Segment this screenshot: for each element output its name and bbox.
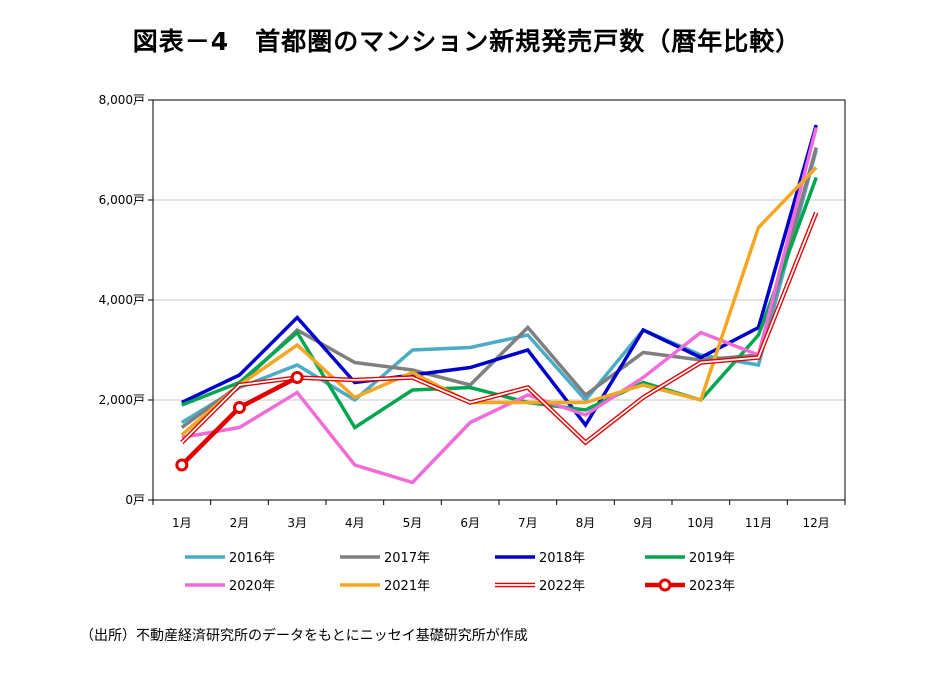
y-tick-label: 4,000戸 xyxy=(99,293,145,307)
source-note: （出所）不動産経済研究所のデータをもとにニッセイ基礎研究所が作成 xyxy=(80,628,528,644)
legend-layer: 2016年 2017年 2018年 2019年 2020年 2021年 2022年 2023年 xyxy=(185,551,735,594)
chart-title: 図表－4 首都圏のマンション新規発売戸数（暦年比較） xyxy=(132,27,802,56)
legend-item-2022年: 2022年 xyxy=(495,579,585,594)
x-tick-label: 5月 xyxy=(403,516,423,530)
legend-label: 2017年 xyxy=(384,551,430,566)
legend-label: 2021年 xyxy=(384,579,430,594)
x-tick-label: 2月 xyxy=(230,516,250,530)
data-point xyxy=(175,458,189,472)
legend-item-2020年: 2020年 xyxy=(185,579,275,594)
series-line-2020年 xyxy=(181,127,818,485)
series-layer xyxy=(175,124,819,485)
x-tick-label: 11月 xyxy=(745,516,772,530)
x-tick-label: 8月 xyxy=(576,516,596,530)
legend-label: 2018年 xyxy=(539,551,585,566)
axis-layer: 0戸 2,000戸 4,000戸 6,000戸 8,000戸 1月 2月 3月 4月 5月 6月 7月… xyxy=(99,93,846,530)
legend-label: 2020年 xyxy=(229,579,275,594)
x-tick-label: 9月 xyxy=(633,516,653,530)
x-tick-label: 3月 xyxy=(287,516,307,530)
data-point xyxy=(233,401,246,414)
legend-item-2019年: 2019年 xyxy=(645,551,735,566)
legend-label: 2019年 xyxy=(689,551,735,566)
legend-item-2021年: 2021年 xyxy=(340,579,430,594)
x-tick-label: 12月 xyxy=(803,516,830,530)
y-tick-label: 0戸 xyxy=(125,493,145,507)
legend-item-2018年: 2018年 xyxy=(495,551,585,566)
x-tick-label: 6月 xyxy=(460,516,480,530)
series-line-2021年 xyxy=(180,166,818,437)
legend-label: 2022年 xyxy=(539,579,585,594)
y-tick-label: 6,000戸 xyxy=(99,193,145,207)
legend-item-2017年: 2017年 xyxy=(340,551,430,566)
data-point xyxy=(290,371,304,384)
series-line-inner xyxy=(181,212,818,444)
series-line-2022年 xyxy=(180,211,819,446)
y-tick-label: 2,000戸 xyxy=(99,393,145,407)
legend-item-2016年: 2016年 xyxy=(185,551,275,566)
legend-item-2023年: 2023年 xyxy=(645,578,735,594)
series-line-2018年 xyxy=(181,124,818,429)
x-tick-label: 10月 xyxy=(687,516,714,530)
x-tick-label: 1月 xyxy=(172,516,192,530)
legend-label: 2016年 xyxy=(229,551,275,566)
legend-marker xyxy=(658,578,672,592)
x-tick-label: 4月 xyxy=(345,516,365,530)
series-line-2023年 xyxy=(175,371,304,472)
grid-layer xyxy=(153,199,845,401)
y-tick-label: 8,000戸 xyxy=(99,93,145,107)
x-tick-label: 7月 xyxy=(518,516,538,530)
series-line-2016年 xyxy=(180,149,818,424)
legend-label: 2023年 xyxy=(689,579,735,594)
